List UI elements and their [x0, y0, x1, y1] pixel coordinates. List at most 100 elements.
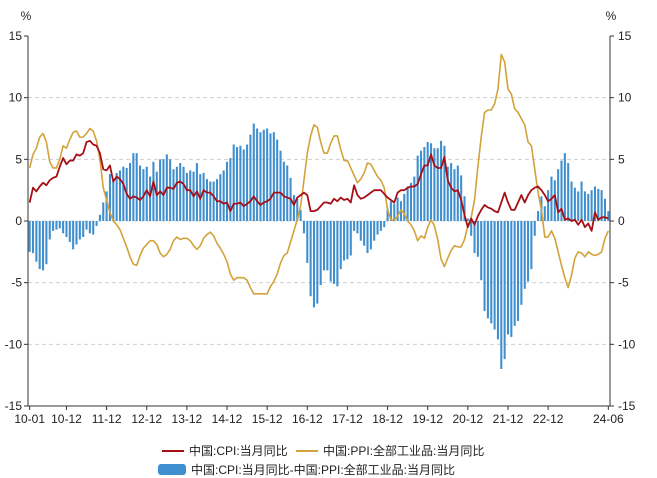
bar-spread [346, 221, 349, 260]
bar-spread [55, 221, 58, 230]
bar-spread [239, 145, 242, 221]
bar-spread [95, 221, 98, 226]
bar-spread [343, 221, 346, 261]
bar-spread [493, 221, 496, 330]
bar-spread [296, 198, 299, 221]
bar-spread [68, 221, 71, 242]
bar-spread [182, 166, 185, 221]
y-unit-right: % [606, 9, 617, 23]
bar-spread [326, 221, 329, 271]
legend-swatch-spread [158, 464, 186, 475]
x-tick-label: 15-12 [252, 412, 283, 426]
legend-swatch-ppi [296, 449, 318, 452]
bar-spread [369, 221, 372, 250]
bar-spread [466, 218, 469, 221]
x-tick-label: 24-06 [593, 412, 624, 426]
bar-spread [292, 195, 295, 221]
bar-spread [570, 181, 573, 221]
bar-spread [229, 158, 232, 221]
bar-spread [463, 196, 466, 221]
y-tick-label-right: -10 [618, 337, 636, 351]
bar-spread [386, 208, 389, 221]
x-tick-label: 21-12 [493, 412, 524, 426]
bar-spread [450, 163, 453, 221]
bar-spread [560, 160, 563, 221]
bar-spread [580, 181, 583, 221]
bar-spread [600, 190, 603, 221]
bar-spread [65, 221, 68, 238]
y-tick-label-left: 10 [9, 91, 23, 105]
bar-spread [547, 190, 550, 221]
bar-spread [272, 132, 275, 221]
bar-spread [172, 169, 175, 221]
bar-spread [470, 221, 473, 236]
bar-spread [212, 181, 215, 221]
bar-spread [222, 170, 225, 221]
bar-spread [530, 221, 533, 270]
y-tick-label-right: 0 [618, 214, 625, 228]
bar-spread [105, 191, 108, 221]
bar-spread [583, 191, 586, 221]
bar-spread [510, 221, 513, 337]
legend-item-cpi[interactable]: 中国:CPI:当月同比 [162, 442, 288, 459]
bar-spread [403, 193, 406, 221]
bar-spread [436, 148, 439, 221]
y-tick-label-left: 15 [9, 29, 23, 43]
bar-spread [456, 165, 459, 221]
bar-spread [443, 145, 446, 221]
bar-spread [543, 206, 546, 221]
line-ppi [28, 53, 610, 295]
bar-spread [567, 163, 570, 221]
bar-spread [175, 166, 178, 221]
bar-spread [363, 221, 366, 246]
bar-spread [42, 221, 45, 271]
bar-spread [246, 144, 249, 221]
legend-item-ppi[interactable]: 中国:PPI:全部工业品:当月同比 [296, 442, 484, 459]
bar-spread [537, 211, 540, 221]
bar-spread [309, 221, 312, 297]
y-tick-label-left: 5 [15, 152, 22, 166]
y-tick-label-left: -10 [5, 337, 23, 351]
bar-spread [490, 221, 493, 324]
bar-spread [446, 166, 449, 221]
y-tick-label-left: 0 [15, 214, 22, 228]
y-tick-label-right: -5 [618, 276, 629, 290]
bar-spread [473, 221, 476, 254]
bar-spread [72, 221, 75, 250]
bar-spread [252, 123, 255, 221]
bar-spread [359, 221, 362, 241]
bar-spread [322, 221, 326, 271]
bar-spread [48, 221, 51, 240]
bar-spread [209, 181, 212, 221]
x-tick-label: 17-12 [332, 412, 363, 426]
bar-spread [259, 132, 262, 221]
bar-spread [35, 221, 38, 262]
bar-spread [396, 197, 399, 221]
bar-spread [279, 150, 282, 221]
bar-spread [75, 221, 78, 245]
bar-spread [590, 190, 593, 221]
spread-bars [28, 123, 610, 369]
bar-spread [486, 221, 489, 319]
legend-label-spread: 中国:CPI:当月同比-中国:PPI:全部工业品:当月同比 [191, 463, 456, 477]
bar-spread [159, 159, 162, 221]
bar-spread [115, 172, 118, 221]
bar-spread [202, 172, 205, 221]
bar-spread [376, 221, 379, 235]
bar-spread [353, 221, 356, 231]
bar-spread [58, 221, 61, 229]
bar-spread [316, 221, 319, 304]
bar-spread [82, 221, 85, 238]
bar-spread [249, 134, 252, 221]
x-tick-label: 13-12 [172, 412, 203, 426]
legend-item-spread[interactable]: 中国:CPI:当月同比-中国:PPI:全部工业品:当月同比 [158, 461, 455, 478]
bar-spread [98, 214, 101, 221]
bar-spread [118, 170, 122, 221]
bar-spread [516, 221, 520, 321]
legend-label-cpi: 中国:CPI:当月同比 [189, 444, 288, 458]
bar-spread [92, 221, 95, 235]
x-tick-label: 12-12 [131, 412, 162, 426]
bar-spread [496, 221, 499, 340]
bar-spread [333, 221, 336, 284]
bar-spread [503, 221, 506, 360]
